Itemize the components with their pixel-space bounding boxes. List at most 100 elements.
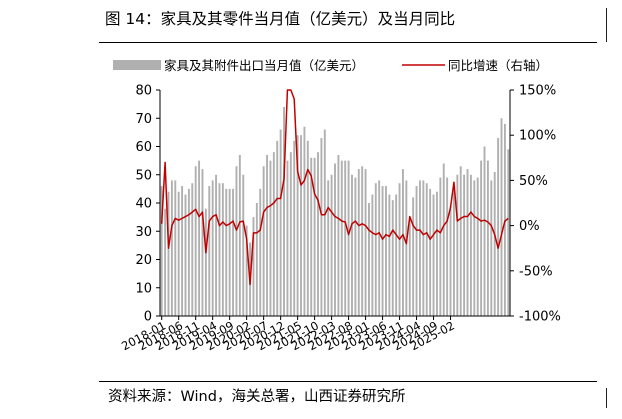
bar xyxy=(204,208,207,316)
bar xyxy=(476,177,479,316)
bar xyxy=(211,180,214,316)
source-note: 资料来源：Wind，海关总署，山西证券研究所 xyxy=(108,389,406,405)
bar xyxy=(368,203,370,316)
bar xyxy=(415,186,418,316)
bar xyxy=(388,194,391,316)
bar xyxy=(177,191,180,316)
bar xyxy=(330,174,333,316)
bar xyxy=(232,188,235,317)
bar xyxy=(391,200,394,316)
bar xyxy=(398,183,401,316)
left-tick-label: 0 xyxy=(144,310,152,325)
left-tick-label: 60 xyxy=(135,140,152,155)
bar xyxy=(194,166,197,316)
bar xyxy=(486,160,489,317)
bar xyxy=(306,140,309,316)
left-tick-label: 70 xyxy=(135,112,152,127)
left-tick-label: 40 xyxy=(135,197,152,212)
bar xyxy=(235,166,238,316)
bar xyxy=(334,163,336,316)
bar xyxy=(497,138,500,316)
bar xyxy=(344,160,347,317)
bar xyxy=(371,194,374,316)
yoy-line xyxy=(160,89,509,286)
bar xyxy=(262,166,265,316)
bar xyxy=(300,135,302,316)
bar xyxy=(357,169,360,316)
bar xyxy=(503,123,506,317)
bar xyxy=(245,225,248,316)
bar xyxy=(381,186,384,316)
right-tick-label: 0% xyxy=(519,219,540,234)
bar xyxy=(225,188,228,317)
left-tick-label: 20 xyxy=(135,253,152,268)
bar xyxy=(198,160,201,317)
bar xyxy=(160,186,163,316)
bar xyxy=(218,183,221,316)
x-axis-ticks: 2018-012018-062018-112019-042019-092020-… xyxy=(119,316,457,353)
bar xyxy=(374,183,377,316)
bar xyxy=(473,180,476,316)
bar xyxy=(480,160,483,317)
bar xyxy=(228,188,231,317)
bar xyxy=(351,174,353,316)
bar xyxy=(378,180,381,316)
left-axis-ticks: 0 10 20 30 40 50 60 70 80 xyxy=(135,84,160,325)
adjacent-figure-edge xyxy=(606,8,622,42)
legend: 家具及其附件出口当月值（亿美元） 同比增速（右轴） xyxy=(113,58,548,73)
bar xyxy=(279,129,282,316)
bar xyxy=(405,180,408,316)
right-tick-label: -50% xyxy=(519,264,553,279)
bar xyxy=(259,188,262,317)
right-tick-label: 50% xyxy=(519,174,548,189)
bar xyxy=(184,194,187,316)
bar xyxy=(408,219,411,316)
bar xyxy=(435,191,438,316)
bar xyxy=(483,146,486,316)
bar xyxy=(500,118,503,316)
bar xyxy=(181,186,184,316)
bar xyxy=(490,180,493,316)
line-series xyxy=(160,89,509,286)
bar xyxy=(293,140,296,316)
bar xyxy=(425,183,428,316)
bar xyxy=(449,205,452,316)
right-tick-label: 100% xyxy=(519,129,556,144)
left-tick-label: 10 xyxy=(135,281,152,296)
bar xyxy=(327,180,330,316)
legend-bar-swatch xyxy=(113,60,161,70)
bar xyxy=(456,174,459,316)
bar-series xyxy=(160,106,510,317)
bar xyxy=(337,154,340,316)
bar xyxy=(167,191,170,316)
bar xyxy=(238,154,241,316)
bar xyxy=(266,154,268,316)
bar xyxy=(255,203,258,316)
bar xyxy=(340,160,343,317)
bar xyxy=(466,169,469,316)
figure-title: 图 14：家具及其零件当月值（亿美元）及当月同比 xyxy=(105,10,456,28)
bar xyxy=(507,149,510,316)
right-tick-label: 150% xyxy=(519,84,556,99)
bar xyxy=(463,174,466,316)
bar xyxy=(170,180,173,316)
bar xyxy=(422,180,425,316)
bar xyxy=(439,177,442,316)
bar xyxy=(286,160,289,317)
bar xyxy=(313,157,316,316)
bar xyxy=(493,171,496,316)
bar xyxy=(310,157,313,316)
bar xyxy=(354,177,357,316)
right-tick-label: -100% xyxy=(519,310,561,325)
bar xyxy=(452,188,455,317)
bar xyxy=(252,217,255,317)
source-divider xyxy=(99,381,597,382)
bar xyxy=(283,106,285,316)
bar xyxy=(347,160,350,317)
bar xyxy=(402,169,404,316)
bar xyxy=(296,135,299,316)
bar xyxy=(385,186,387,316)
bar xyxy=(215,174,218,316)
bar xyxy=(320,138,323,316)
bar xyxy=(323,129,326,316)
